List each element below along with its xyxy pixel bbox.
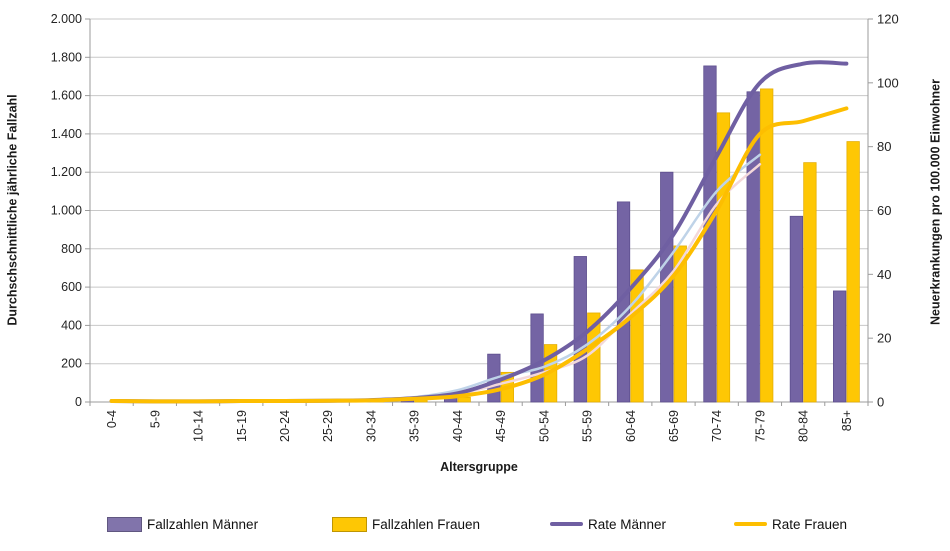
right-tick-label: 60	[877, 203, 891, 218]
legend-item-rate-maenner: Rate Männer	[550, 511, 666, 537]
right-tick-label: 100	[877, 75, 899, 90]
x-tick-label: 10-14	[192, 410, 206, 442]
x-tick-label: 5-9	[148, 410, 162, 428]
line-rate-männer	[109, 60, 849, 404]
x-tick-label: 45-49	[494, 410, 508, 442]
left-tick-label: 600	[61, 280, 82, 294]
line-rate-frauen	[109, 106, 849, 404]
right-tick-label: 120	[877, 12, 899, 27]
x-tick-label: 35-39	[408, 410, 422, 442]
left-tick-label: 1.000	[51, 204, 82, 218]
bar-frauen-70-74	[716, 112, 731, 403]
x-tick-label: 20-24	[278, 410, 292, 442]
legend-item-rate-frauen: Rate Frauen	[734, 511, 847, 537]
left-tick-label: 800	[61, 242, 82, 256]
x-tick-label: 50-54	[537, 410, 551, 442]
left-tick-label: 200	[61, 357, 82, 371]
legend-swatch-fallzahlen-frauen	[332, 516, 367, 532]
x-tick-label: 70-74	[710, 410, 724, 442]
bar-maenner-55-59	[573, 256, 587, 403]
left-tick-label: 1.200	[51, 165, 82, 179]
legend-swatch-rate-frauen	[734, 521, 767, 527]
plot-svg: 2.0001.8001.6001.4001.2001.0008006004002…	[51, 12, 899, 442]
left-tick-label: 1.400	[51, 127, 82, 141]
x-tick-label: 0-4	[105, 410, 119, 428]
bar-frauen-55-59	[587, 312, 601, 403]
bar-frauen-85+	[846, 141, 860, 403]
legend-label: Fallzahlen Frauen	[372, 516, 481, 532]
x-tick-label: 80-84	[797, 410, 811, 442]
bar-maenner-70-74	[703, 65, 717, 403]
x-tick-label: 85+	[840, 410, 854, 431]
legend-swatch-rate-maenner	[550, 521, 583, 527]
legend-label: Fallzahlen Männer	[147, 516, 259, 532]
left-tick-label: 2.000	[51, 12, 82, 26]
bar-frauen-75-79	[760, 88, 774, 403]
left-tick-label: 0	[75, 395, 82, 409]
right-tick-label: 0	[877, 395, 884, 410]
legend-swatch-fallzahlen-maenner	[107, 516, 142, 532]
legend: Fallzahlen Männer Fallzahlen Frauen Rate…	[0, 511, 950, 537]
legend-item-fallzahlen-frauen: Fallzahlen Frauen	[332, 511, 480, 537]
x-tick-label: 75-79	[753, 410, 767, 442]
legend-item-fallzahlen-maenner: Fallzahlen Männer	[107, 511, 258, 537]
bar-maenner-80-84	[789, 215, 804, 403]
left-tick-label: 1.600	[51, 89, 82, 103]
x-tick-label: 15-19	[235, 410, 249, 442]
legend-label: Rate Frauen	[772, 516, 848, 532]
bar-frauen-80-84	[803, 162, 817, 403]
line-unlabeled-light-blue-line	[369, 153, 762, 402]
x-axis-title: Altersgruppe	[440, 460, 518, 474]
right-tick-label: 40	[877, 267, 891, 282]
right-tick-label: 20	[877, 331, 891, 346]
bar-frauen-60-64	[630, 269, 644, 403]
x-tick-label: 25-29	[321, 410, 335, 442]
left-tick-label: 400	[61, 318, 82, 332]
legend-label: Rate Männer	[588, 516, 667, 532]
left-tick-label: 1.800	[51, 50, 82, 64]
x-tick-label: 55-59	[581, 410, 595, 442]
x-tick-label: 60-64	[624, 410, 638, 442]
x-tick-label: 40-44	[451, 410, 465, 442]
right-tick-label: 80	[877, 139, 891, 154]
bar-frauen-65-69	[673, 245, 687, 403]
bar-maenner-50-54	[530, 313, 544, 403]
x-tick-label: 65-69	[667, 410, 681, 442]
bar-maenner-85+	[833, 290, 847, 403]
x-tick-label: 30-34	[364, 410, 378, 442]
